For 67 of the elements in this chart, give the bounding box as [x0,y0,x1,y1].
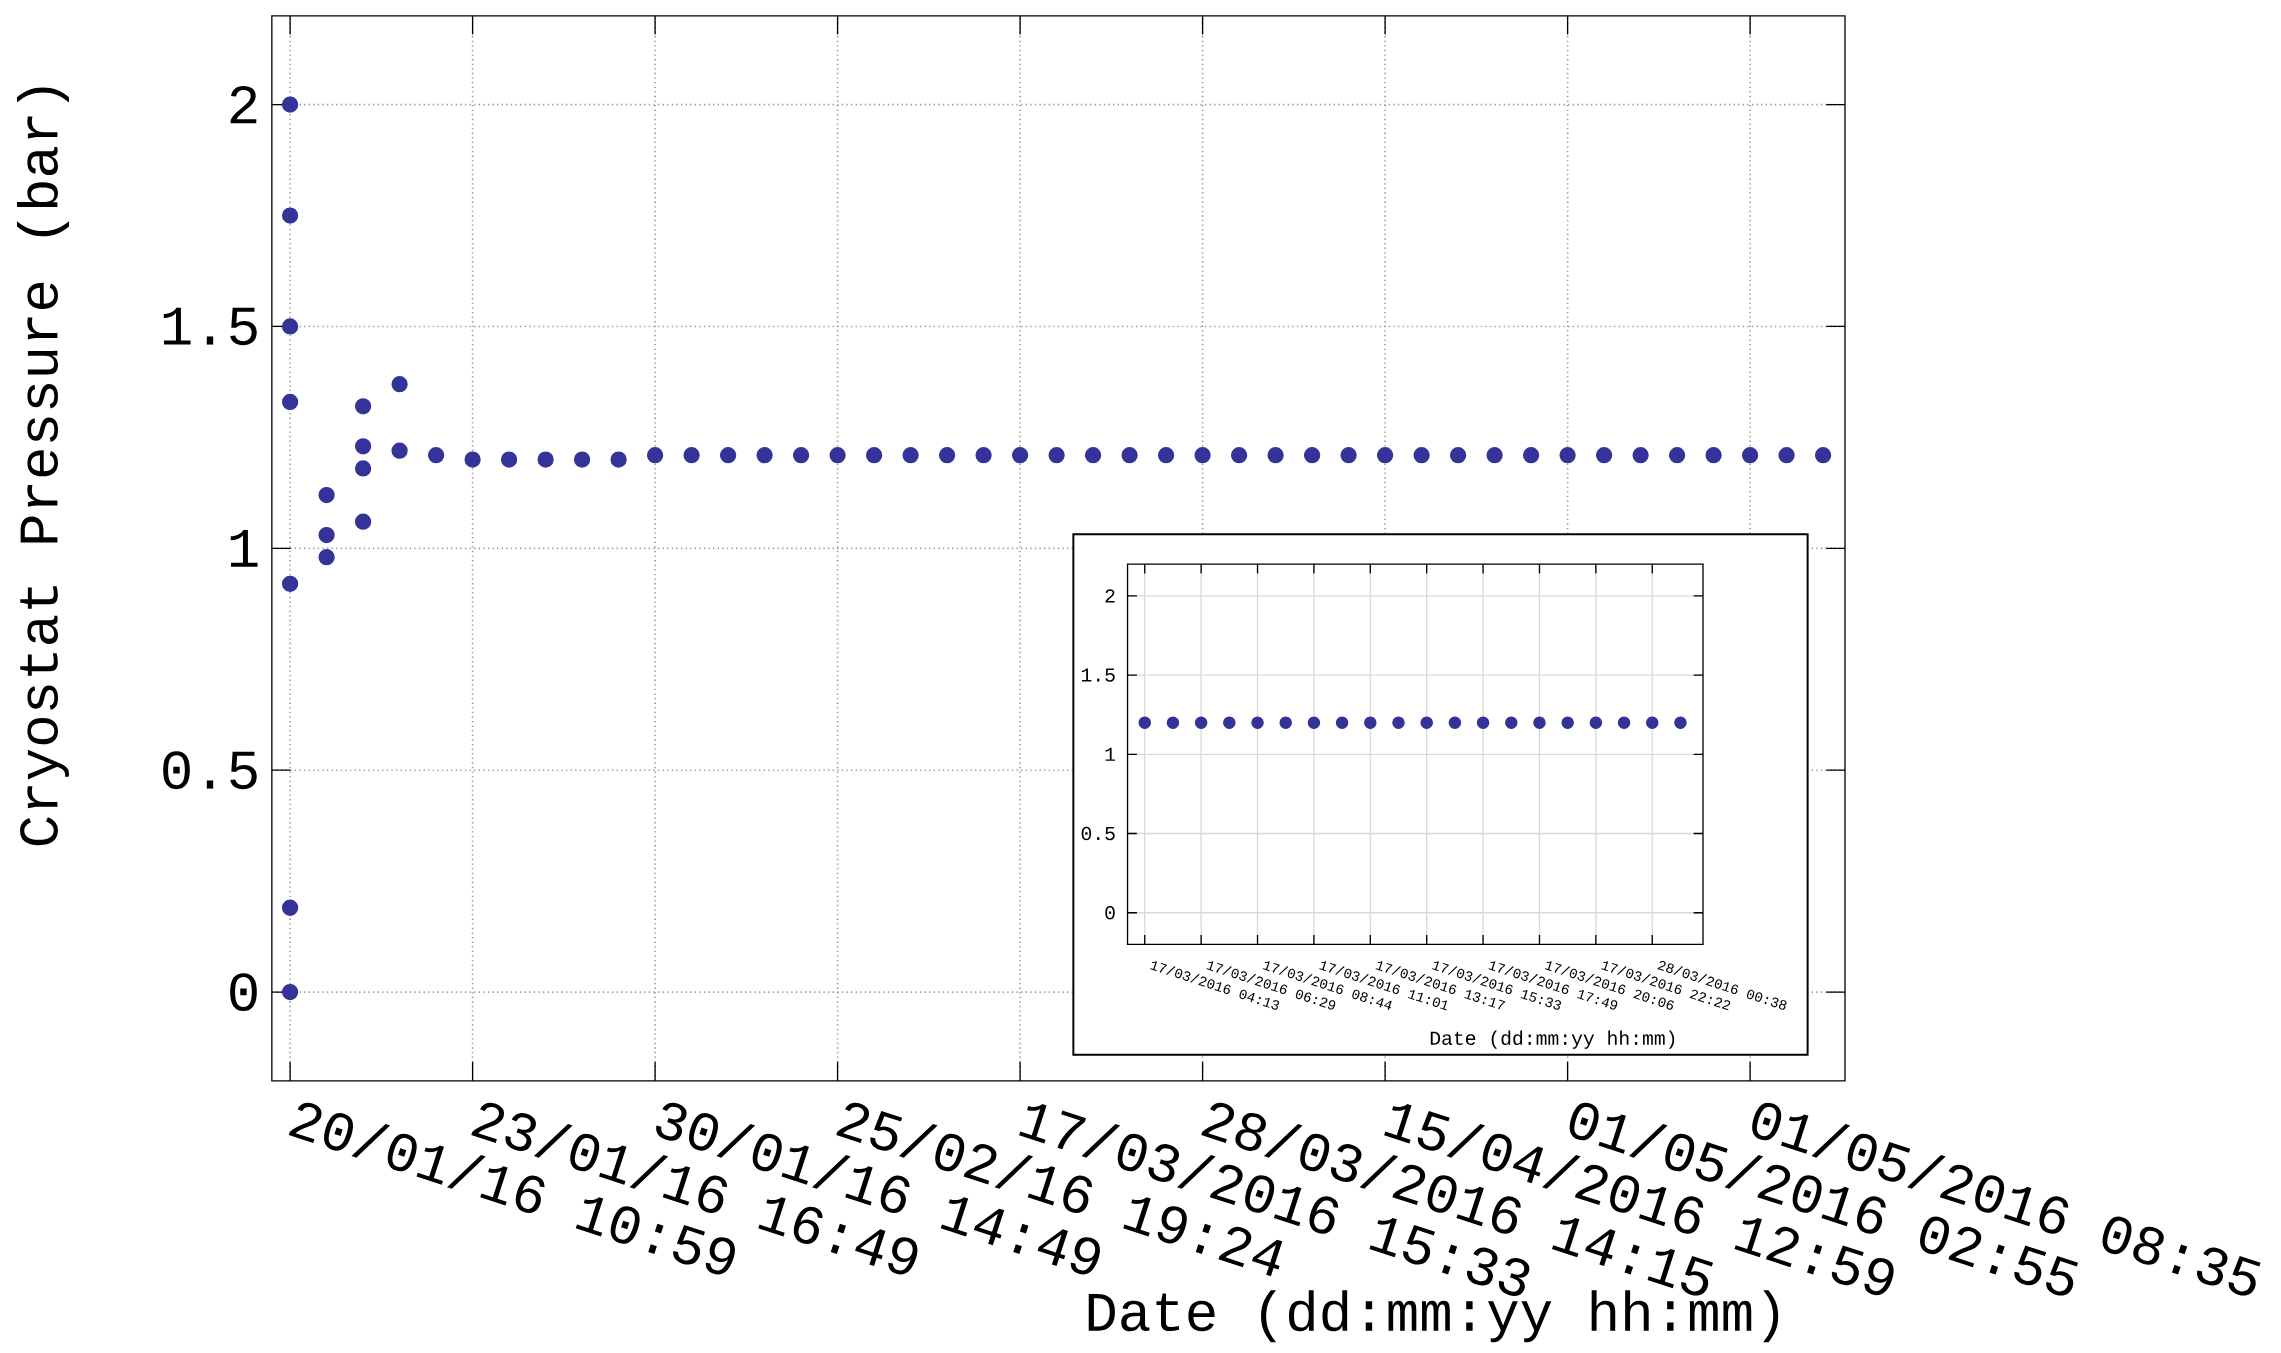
point [1048,446,1065,464]
point [1340,446,1357,464]
y-tick-label: 0.5 [1081,826,1115,841]
y-axis-title: Cryostat Pressure (bar) [16,87,69,846]
point [281,899,299,916]
point [464,451,481,468]
x-axis-title: Date (dd:mm:yy hh:mm) [1430,1030,1675,1049]
y-tick-label: 1 [230,529,258,567]
point [756,446,773,464]
point [281,393,299,410]
point [1705,446,1722,464]
point [354,460,372,477]
point [683,446,700,464]
point [281,983,299,1001]
point [537,451,554,468]
point [1486,446,1503,464]
point [281,207,299,224]
point [1595,446,1613,464]
point [391,442,408,459]
point [1778,446,1795,464]
point [391,375,408,393]
point [573,451,591,468]
point [1449,446,1467,464]
point [1376,446,1394,464]
point [975,446,992,464]
point [938,446,956,464]
point [318,486,335,504]
point [281,96,299,113]
y-tick-label: 1.5 [163,307,257,346]
point [1814,446,1832,464]
y-tick-label: 1.5 [1081,668,1115,682]
point [1522,446,1540,464]
point [281,575,299,592]
point [1668,446,1686,464]
point [427,446,445,464]
point [719,446,737,464]
point [1121,446,1138,464]
point [1559,446,1576,464]
point [646,446,664,464]
point [1741,446,1759,464]
point [1084,446,1102,464]
y-tick-label: 2 [1105,589,1115,603]
y-tick-label: 2 [230,85,257,124]
point [318,549,335,566]
point [1194,446,1211,464]
y-tick-label: 0.5 [163,751,257,790]
point [318,526,335,544]
point [792,446,810,464]
point [1632,446,1649,464]
point [829,446,846,464]
point [610,451,627,468]
point [354,438,372,455]
point [865,446,883,464]
y-tick-label: 0 [1105,905,1115,920]
point [1230,446,1248,464]
point [1011,446,1029,464]
y-tick-label: 1 [1105,747,1115,761]
point [354,513,372,530]
y-tick-label: 0 [230,973,257,1011]
point [1267,446,1284,464]
point [281,318,299,335]
point [354,398,372,415]
point [902,446,919,464]
point [1413,446,1430,464]
point [500,451,518,468]
point [1303,446,1321,464]
point [1157,446,1175,464]
